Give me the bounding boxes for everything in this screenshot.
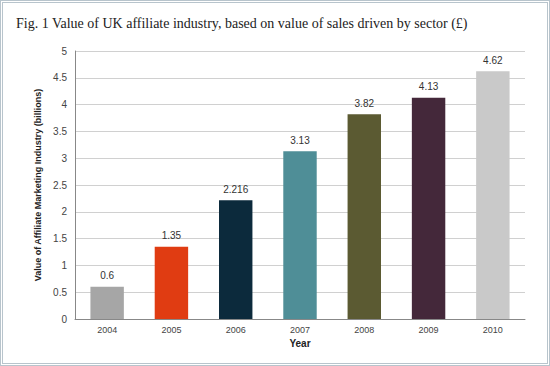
svg-text:1.35: 1.35 — [162, 230, 182, 241]
svg-text:Value of Affiliate Marketing I: Value of Affiliate Marketing Industry (b… — [33, 89, 43, 282]
svg-text:2008: 2008 — [354, 325, 374, 335]
svg-text:Year: Year — [289, 338, 310, 349]
svg-text:2004: 2004 — [97, 325, 117, 335]
svg-text:5: 5 — [61, 46, 67, 57]
svg-text:3: 3 — [61, 153, 67, 164]
svg-text:2.216: 2.216 — [223, 184, 248, 195]
svg-text:2006: 2006 — [226, 325, 246, 335]
svg-text:2: 2 — [61, 206, 67, 217]
svg-text:1: 1 — [61, 260, 67, 271]
svg-text:1.5: 1.5 — [53, 233, 67, 244]
svg-text:3.13: 3.13 — [290, 135, 310, 146]
svg-text:2009: 2009 — [419, 325, 439, 335]
svg-text:4.62: 4.62 — [483, 55, 503, 66]
svg-text:0.5: 0.5 — [53, 287, 67, 298]
svg-text:0.6: 0.6 — [100, 270, 114, 281]
svg-text:4.5: 4.5 — [53, 72, 67, 83]
svg-text:2007: 2007 — [290, 325, 310, 335]
svg-text:2.5: 2.5 — [53, 180, 67, 191]
svg-text:2005: 2005 — [161, 325, 181, 335]
svg-text:3.82: 3.82 — [355, 98, 375, 109]
svg-text:0: 0 — [61, 314, 67, 325]
svg-text:4.13: 4.13 — [419, 81, 439, 92]
svg-text:4: 4 — [61, 99, 67, 110]
svg-text:3.5: 3.5 — [53, 126, 67, 137]
svg-text:2010: 2010 — [483, 325, 503, 335]
svg-text:Fig. 1 Value of UK affiliate i: Fig. 1 Value of UK affiliate industry, b… — [16, 16, 468, 32]
